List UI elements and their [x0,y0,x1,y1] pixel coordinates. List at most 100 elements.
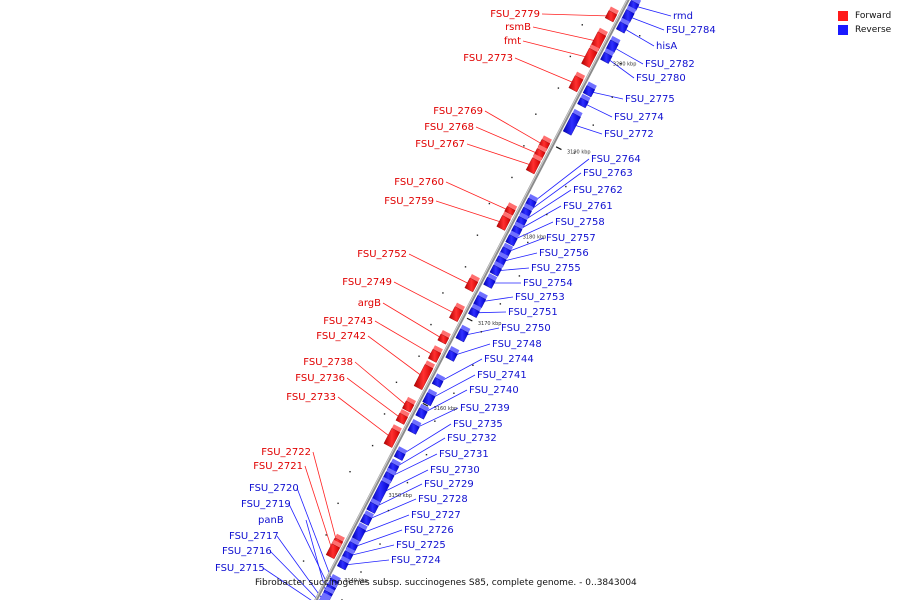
reverse-gene-label[interactable]: FSU_2774 [614,112,664,123]
reverse-gene-label[interactable]: FSU_2762 [573,185,623,196]
forward-gene-label[interactable]: FSU_2779 [490,9,540,20]
reverse-gene-label[interactable]: FSU_2775 [625,94,675,105]
reverse-gene-label[interactable]: FSU_2754 [523,278,573,289]
reverse-gene[interactable] [336,559,349,571]
reverse-gene[interactable] [415,407,428,420]
reverse-gene-label[interactable]: FSU_2755 [531,263,581,274]
reverse-gene-label[interactable]: FSU_2728 [418,494,468,505]
reverse-gene-label[interactable]: FSU_2729 [424,479,474,490]
reverse-gene-label[interactable]: FSU_2725 [396,540,446,551]
reverse-gene-label[interactable]: FSU_2751 [508,307,558,318]
reverse-gene[interactable] [393,450,406,461]
reverse-gene-label[interactable]: FSU_2726 [404,525,454,536]
reverse-gene-label[interactable]: FSU_2748 [492,339,542,350]
forward-gene-label[interactable]: FSU_2752 [357,249,407,260]
reverse-gene-label[interactable]: FSU_2731 [439,449,489,460]
forward-gene-label[interactable]: FSU_2767 [415,139,465,150]
forward-gene-label[interactable]: FSU_2738 [303,357,353,368]
reverse-gene[interactable] [366,501,379,514]
reverse-gene-label[interactable]: FSU_2756 [539,248,589,259]
reverse-gene-label[interactable]: FSU_2744 [484,354,534,365]
reverse-gene-label[interactable]: FSU_2750 [501,323,551,334]
reverse-gene-label[interactable]: FSU_2739 [460,403,510,414]
forward-gene-label[interactable]: FSU_2722 [261,447,311,458]
forward-gene[interactable] [427,348,442,363]
reverse-gene-label[interactable]: FSU_2719 [241,499,291,510]
reverse-gene[interactable] [510,225,523,236]
forward-gene-label[interactable]: rsmB [505,22,531,33]
reverse-gene[interactable] [483,276,496,289]
reverse-gene[interactable] [445,349,458,362]
reverse-gene[interactable] [615,21,629,34]
reverse-gene[interactable] [627,0,640,11]
reverse-gene-label[interactable]: FSU_2717 [229,531,279,542]
forward-gene[interactable] [437,333,450,345]
reverse-gene[interactable] [407,422,420,435]
forward-gene[interactable] [604,10,618,23]
forward-gene[interactable] [325,543,341,560]
forward-gene[interactable] [413,364,434,391]
reverse-gene-label[interactable]: rmd [673,11,693,22]
reverse-gene[interactable] [489,264,502,277]
reverse-gene-label[interactable]: FSU_2757 [546,233,596,244]
reverse-gene-label[interactable]: FSU_2720 [249,483,299,494]
reverse-gene[interactable] [431,377,444,388]
forward-gene[interactable] [383,427,401,448]
forward-gene-label[interactable]: FSU_2733 [286,392,336,403]
reverse-gene-label[interactable]: panB [258,515,284,526]
forward-gene-label[interactable]: FSU_2760 [394,177,444,188]
forward-gene-label[interactable]: FSU_2743 [323,316,373,327]
forward-gene[interactable] [395,412,408,425]
reverse-gene[interactable] [562,112,581,136]
forward-gene-label[interactable]: fmt [504,36,521,47]
reverse-gene-label[interactable]: FSU_2735 [453,419,503,430]
reverse-gene[interactable] [600,51,613,64]
forward-gene-label[interactable]: argB [358,298,381,309]
reverse-gene-label[interactable]: FSU_2763 [583,168,633,179]
reverse-gene-label[interactable]: FSU_2782 [645,59,695,70]
forward-gene[interactable] [525,157,541,175]
reverse-gene-label[interactable]: FSU_2740 [469,385,519,396]
reverse-gene-label[interactable]: FSU_2753 [515,292,565,303]
reverse-gene-label[interactable]: FSU_2716 [222,546,272,557]
forward-gene[interactable] [568,75,584,93]
forward-gene-label[interactable]: FSU_2749 [342,277,392,288]
forward-gene[interactable] [496,215,511,231]
reverse-gene-label[interactable]: FSU_2730 [430,465,480,476]
forward-gene[interactable] [449,306,464,322]
reverse-gene[interactable] [455,328,469,343]
reverse-gene-label[interactable]: FSU_2724 [391,555,441,566]
forward-gene[interactable] [504,206,516,216]
forward-gene-label[interactable]: FSU_2769 [433,106,483,117]
forward-gene[interactable] [464,277,479,293]
forward-gene-label[interactable]: FSU_2736 [295,373,345,384]
forward-gene-label[interactable]: FSU_2721 [253,461,303,472]
forward-gene[interactable] [402,400,415,413]
reverse-gene[interactable] [360,513,373,526]
reverse-gene-label[interactable]: FSU_2772 [604,129,654,140]
forward-gene[interactable] [581,47,598,68]
reverse-gene-label[interactable]: FSU_2761 [563,201,613,212]
forward-leader [541,13,611,17]
reverse-gene[interactable] [422,392,436,407]
reverse-gene[interactable] [473,295,487,309]
forward-gene-label[interactable]: FSU_2768 [424,122,474,133]
reverse-gene[interactable] [582,85,596,98]
reverse-gene-label[interactable]: FSU_2780 [636,73,686,84]
reverse-gene-label[interactable]: FSU_2758 [555,217,605,228]
reverse-gene[interactable] [577,97,589,109]
reverse-gene-label[interactable]: hisA [656,41,677,52]
reverse-gene-label[interactable]: FSU_2764 [591,154,641,165]
reverse-gene-label[interactable]: FSU_2784 [666,25,716,36]
reverse-gene[interactable] [341,550,354,562]
reverse-gene-label[interactable]: FSU_2732 [447,433,497,444]
forward-gene-label[interactable]: FSU_2759 [384,196,434,207]
reverse-gene-label[interactable]: FSU_2727 [411,510,461,521]
reverse-gene[interactable] [468,307,480,318]
reverse-gene-label[interactable]: FSU_2741 [477,370,527,381]
forward-gene-label[interactable]: FSU_2773 [463,53,513,64]
reverse-gene[interactable] [505,234,518,247]
reverse-gene[interactable] [351,526,366,542]
forward-gene-label[interactable]: FSU_2742 [316,331,366,342]
reverse-gene-label[interactable]: FSU_2715 [215,563,265,574]
